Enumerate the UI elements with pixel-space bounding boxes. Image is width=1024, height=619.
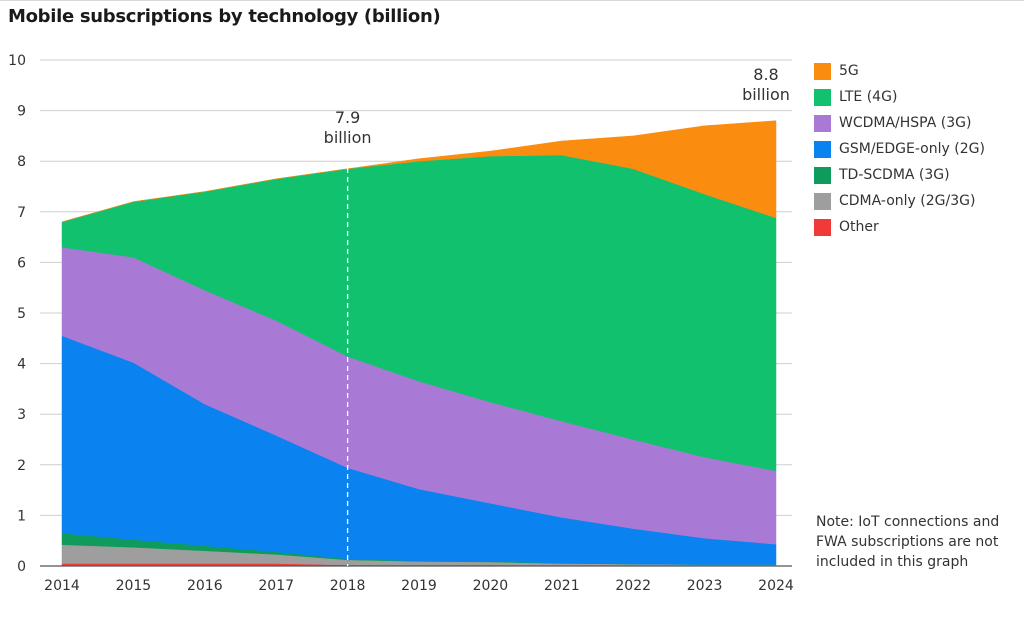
y-tick-label: 3 bbox=[17, 407, 26, 423]
legend-swatch bbox=[814, 218, 831, 236]
legend-item: Other bbox=[814, 214, 985, 240]
chart-title: Mobile subscriptions by technology (bill… bbox=[8, 6, 441, 27]
annotation-value: 8.8 bbox=[753, 65, 778, 84]
y-tick-label: 2 bbox=[17, 458, 26, 474]
x-tick-label: 2024 bbox=[758, 578, 794, 594]
axes: 0 1 2 3 4 5 6 7 8 9 10 2014 2015 2016 2017 2018 2019 2020… bbox=[8, 53, 794, 594]
legend-swatch bbox=[814, 88, 831, 106]
legend-swatch bbox=[814, 192, 831, 210]
legend-item: GSM/EDGE-only (2G) bbox=[814, 136, 985, 162]
y-tick-label: 10 bbox=[8, 53, 26, 69]
legend-item: LTE (4G) bbox=[814, 84, 985, 110]
legend-item: WCDMA/HSPA (3G) bbox=[814, 110, 985, 136]
legend-label: GSM/EDGE-only (2G) bbox=[839, 141, 985, 157]
x-tick-label: 2017 bbox=[258, 578, 294, 594]
footnote: Note: IoT connections and FWA subscripti… bbox=[816, 514, 1000, 570]
y-tick-label: 5 bbox=[17, 306, 26, 322]
x-tick-label: 2022 bbox=[615, 578, 651, 594]
area-5g bbox=[61, 120, 777, 223]
legend-swatch bbox=[814, 166, 831, 184]
top-border bbox=[0, 0, 1024, 1]
legend-swatch bbox=[814, 114, 831, 132]
legend-item: CDMA-only (2G/3G) bbox=[814, 188, 985, 214]
y-tick-label: 1 bbox=[17, 508, 26, 524]
legend-item: 5G bbox=[814, 58, 985, 84]
legend-item: TD-SCDMA (3G) bbox=[814, 162, 985, 188]
x-tick-label: 2023 bbox=[687, 578, 723, 594]
y-tick-label: 4 bbox=[17, 357, 26, 373]
annotation-unit: billion bbox=[324, 128, 372, 147]
x-tick-label: 2021 bbox=[544, 578, 580, 594]
y-tick-label: 7 bbox=[17, 205, 26, 221]
x-tick-label: 2015 bbox=[116, 578, 152, 594]
x-tick-label: 2020 bbox=[473, 578, 509, 594]
x-tick-label: 2016 bbox=[187, 578, 223, 594]
annotation-value: 7.9 bbox=[335, 108, 360, 127]
y-tick-label: 8 bbox=[17, 154, 26, 170]
x-tick-label: 2014 bbox=[44, 578, 80, 594]
legend-label: TD-SCDMA (3G) bbox=[839, 167, 950, 183]
stacked-areas bbox=[61, 120, 777, 567]
legend-swatch bbox=[814, 140, 831, 158]
x-tick-label: 2018 bbox=[330, 578, 366, 594]
x-tick-label: 2019 bbox=[401, 578, 437, 594]
y-tick-label: 9 bbox=[17, 104, 26, 120]
y-tick-label: 6 bbox=[17, 255, 26, 271]
legend: 5G LTE (4G) WCDMA/HSPA (3G) GSM/EDGE-only (… bbox=[814, 58, 985, 240]
legend-label: CDMA-only (2G/3G) bbox=[839, 193, 976, 209]
legend-swatch bbox=[814, 62, 831, 80]
y-tick-label: 0 bbox=[17, 559, 26, 575]
legend-label: WCDMA/HSPA (3G) bbox=[839, 115, 972, 131]
legend-label: LTE (4G) bbox=[839, 89, 898, 105]
annotation-unit: billion bbox=[742, 85, 790, 104]
legend-label: 5G bbox=[839, 63, 859, 79]
legend-label: Other bbox=[839, 219, 879, 235]
